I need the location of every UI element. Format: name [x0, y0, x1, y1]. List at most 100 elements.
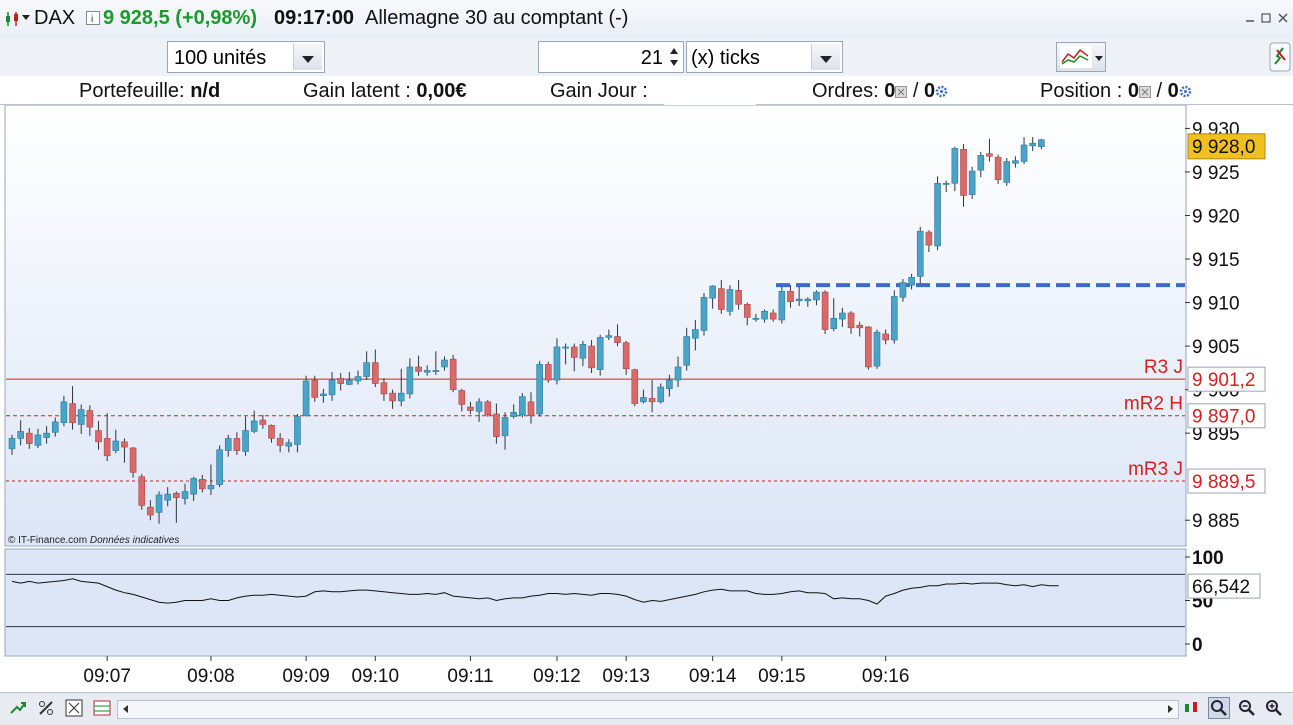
candle-body	[112, 440, 120, 451]
auto-scale-icon[interactable]	[9, 699, 27, 717]
candle-width-icon[interactable]	[1182, 699, 1200, 717]
cancel-orders-icon[interactable]	[895, 86, 908, 98]
instrument-description: Allemagne 30 au comptant (-)	[365, 7, 629, 29]
stepper-arrows-icon[interactable]	[667, 44, 681, 70]
bottom-toolbar	[0, 692, 1293, 725]
y-tick-label: 9 885	[1192, 511, 1240, 532]
candle-body	[570, 346, 578, 358]
price-change: 9 928,5 (+0,98%)	[103, 7, 257, 29]
candle-body	[709, 285, 716, 299]
candle-body	[224, 438, 232, 451]
zoom-selection-icon[interactable]	[1208, 697, 1230, 719]
candle-body	[103, 438, 111, 457]
y-tick-label: 9 915	[1192, 250, 1240, 271]
osc-y-tick-label: 0	[1192, 635, 1203, 656]
trading-panel-icon[interactable]	[1269, 42, 1291, 72]
quantity-value: 100 unités	[174, 47, 267, 69]
candle-body	[726, 289, 734, 312]
quantity-select[interactable]: 100 unités	[167, 41, 325, 73]
gain-jour: Gain Jour :	[550, 80, 648, 102]
candle-body	[622, 342, 630, 370]
watermark: © IT-Finance.com Données indicatives	[8, 535, 179, 546]
quote-time: 09:17:00	[274, 7, 355, 29]
close-position-icon[interactable]	[1138, 86, 1151, 98]
candle-body	[804, 298, 812, 302]
scroll-left-icon[interactable]	[120, 703, 132, 715]
level-value: 9 889,5	[1192, 472, 1255, 493]
price-panel[interactable]	[4, 105, 1187, 547]
candle-body	[674, 366, 682, 381]
candle-body	[951, 148, 959, 184]
maximize-icon[interactable]	[1260, 12, 1272, 24]
candle-body	[363, 362, 370, 377]
candle-body	[960, 149, 967, 196]
portfolio-info-bar: Portefeuille: n/d Gain latent : 0,00€ Ga…	[0, 76, 1293, 106]
level-name: mR2 H	[1124, 394, 1183, 415]
candle-body	[1003, 161, 1011, 183]
candle-body	[207, 485, 215, 490]
candle-body	[795, 298, 803, 302]
y-tick-label: 9 925	[1192, 163, 1240, 184]
candle-body	[346, 379, 353, 385]
candle-body	[389, 392, 396, 402]
candle-body	[138, 476, 146, 506]
candlestick-icon[interactable]	[4, 10, 22, 28]
x-tick-label: 09:07	[83, 666, 131, 687]
order-toolbar: 100 unités 21 (x) ticks	[0, 38, 1293, 76]
quantity-dropdown-button[interactable]	[293, 44, 322, 70]
candle-body	[1029, 142, 1036, 147]
candle-body	[882, 333, 889, 341]
candle-body	[60, 401, 68, 424]
candle-body	[181, 491, 189, 499]
candle-body	[743, 303, 751, 318]
zoom-in-icon[interactable]	[1265, 699, 1283, 717]
candle-body	[302, 380, 310, 417]
candle-body	[830, 317, 838, 329]
x-tick-label: 09:15	[758, 666, 806, 687]
zoom-out-icon[interactable]	[1238, 699, 1256, 717]
gear-icon[interactable]	[935, 85, 948, 98]
candle-body	[692, 329, 699, 339]
ordres: Ordres: 0 / 0	[812, 80, 948, 103]
candle-body	[129, 447, 137, 473]
gear-icon[interactable]	[1179, 85, 1192, 98]
level-value: 9 901,2	[1192, 370, 1255, 391]
chart-type-icon	[1060, 46, 1092, 68]
horizontal-scrollbar[interactable]	[117, 700, 1179, 719]
chevron-down-icon[interactable]	[21, 12, 31, 22]
candle-body	[683, 336, 691, 366]
oscillator-panel[interactable]	[4, 548, 1187, 657]
candle-body	[839, 312, 846, 320]
candle-body	[752, 317, 760, 320]
candle-body	[285, 442, 293, 447]
ticks-value: 21	[640, 47, 663, 69]
oscillator-line	[11, 578, 1059, 605]
candle-body	[761, 310, 768, 320]
ticks-stepper[interactable]: 21	[538, 41, 684, 73]
instrument-symbol[interactable]: DAX	[34, 7, 76, 29]
candle-body	[449, 358, 457, 390]
candle-body	[648, 398, 656, 403]
layout-icon[interactable]	[93, 699, 111, 717]
ticks-unit-select[interactable]: (x) ticks	[686, 41, 843, 73]
info-icon[interactable]: i	[86, 11, 100, 25]
ticks-unit-value: (x) ticks	[691, 47, 760, 69]
position: Position : 0 / 0	[1040, 80, 1192, 103]
indicators-icon[interactable]	[65, 699, 83, 717]
x-tick-label: 09:16	[862, 666, 910, 687]
close-icon[interactable]	[1277, 12, 1289, 24]
candle-body	[259, 419, 267, 425]
x-tick-label: 09:11	[447, 666, 493, 687]
candle-body	[77, 409, 85, 425]
minimize-icon[interactable]	[1244, 12, 1256, 24]
candle-body	[821, 291, 829, 330]
candle-body	[735, 290, 742, 305]
chart-type-button[interactable]	[1056, 42, 1106, 72]
ticks-unit-dropdown-button[interactable]	[811, 44, 840, 70]
drawing-tools-icon[interactable]	[37, 699, 55, 717]
candle-body	[423, 370, 431, 373]
title-bar: DAX i 9 928,5 (+0,98%) 09:17:00 Allemagn…	[0, 0, 1293, 39]
x-tick-label: 09:09	[282, 666, 330, 687]
scroll-right-icon[interactable]	[1164, 703, 1176, 715]
